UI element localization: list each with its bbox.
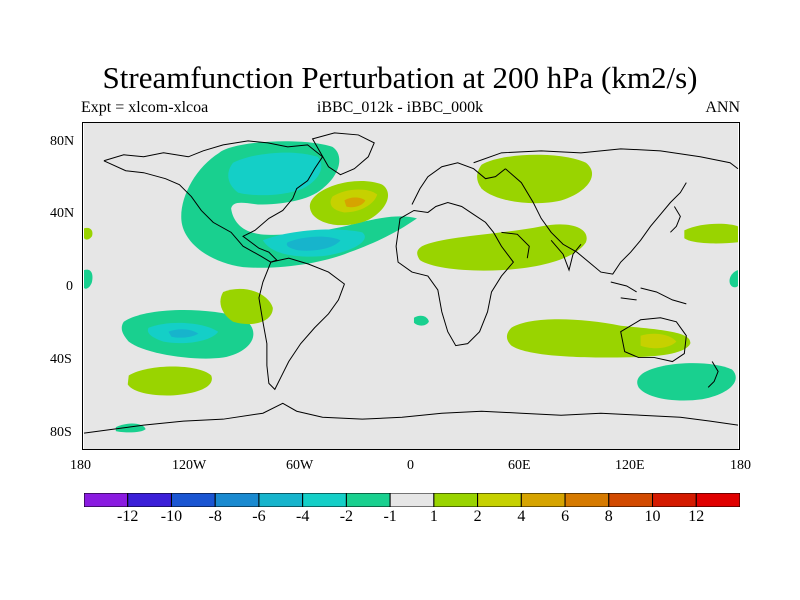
coastline-arabia-india [501,231,582,272]
plot-title: Streamfunction Perturbation at 200 hPa (… [102,60,698,95]
indian-ocean-positive-region [506,319,691,358]
colorbar-tick-label: 8 [604,508,613,525]
lat-label-80s: 80S [50,425,72,440]
eurasia-positive-region [477,154,593,204]
map-background [84,123,738,449]
coastline-new-zealand [707,361,719,388]
colorbar-tick-label: -6 [252,508,266,525]
lon-label-60e: 60E [508,458,531,473]
caribbean-strong-negative [286,236,341,251]
colorbar-tick-label: -4 [295,508,310,525]
colorbar-tick-label: 10 [644,508,661,525]
lat-label-40n: 40N [50,206,75,221]
colorbar-tick-label: 12 [688,508,705,525]
colorbar-tick-label: -12 [117,508,139,525]
coastline-antarctica [83,402,739,434]
colorbar-swatch [389,493,435,507]
colorbar-swatch [520,493,566,507]
coastline-africa-europe [395,201,515,347]
east-edge-negative [729,270,738,288]
colorbar-swatch [170,493,216,507]
coastline-greenland [311,132,375,176]
colorbar-tick-label: 4 [517,508,526,525]
colorbar-tick-label: -8 [208,508,222,525]
colorbar-swatch [302,493,347,507]
colorbar-swatch [127,493,172,507]
colorbar-swatch [345,493,391,507]
lon-label-0: 0 [407,458,414,473]
colorbar-swatch [214,493,260,507]
coastline-maritime-continent [610,281,687,305]
colorbar-swatch [433,493,479,507]
lat-label-eq: 0 [66,279,73,294]
south-pacific-positive-lower [127,366,212,396]
lon-label-60w: 60W [286,458,314,473]
colorbar-swatch [652,493,697,507]
south-atlantic-small-negative [413,315,429,326]
colorbar [84,493,740,507]
coastlines [83,132,739,434]
indian-ocean-mid-positive [640,333,677,349]
colorbar-swatch [258,493,304,507]
colorbar-swatch [477,493,522,507]
west-edge-negative [84,269,93,289]
colorbar-tick-label: 6 [561,508,570,525]
lon-label-120w: 120W [172,458,207,473]
difference-label: iBBC_012k - iBBC_000k [316,99,484,116]
coastline-europe-north [411,162,506,205]
west-edge-positive [84,227,93,240]
lon-label-180w: 180 [70,458,91,473]
coastline-japan [670,206,681,233]
positive-anomaly-regions [84,154,738,396]
coastline-north-america [103,140,324,263]
colorbar-swatch [564,493,610,507]
north-america-mid-negative [228,152,322,196]
south-america-west-positive [220,288,273,325]
atlantic-strong-positive [344,197,366,208]
southern-ocean-negative [637,363,736,401]
colorbar-swatch [608,493,654,507]
coastline-australia [620,317,687,363]
lat-label-80n: 80N [50,134,75,149]
lon-label-180e: 180 [730,458,751,473]
season-label: ANN [705,99,740,116]
lon-label-120e: 120E [615,458,645,473]
west-pacific-positive-region [684,223,738,244]
coastline-south-america [258,257,346,391]
colorbar-tick-label: 1 [429,508,438,525]
south-pacific-strong-negative [168,329,199,338]
colorbar-tick-label: 2 [473,508,482,525]
streamfunction-map [82,122,740,450]
negative-anomaly-regions [84,141,738,433]
colorbar-swatch [695,493,740,507]
colorbar-tick-label: -2 [339,508,354,525]
colorbar-swatch [84,493,129,507]
lat-label-40s: 40S [50,352,72,367]
colorbar-tick-label: -10 [160,508,183,525]
colorbar-tick-label: -1 [383,508,397,525]
experiment-label: Expt = xlcom-xlcoa [81,99,209,116]
coastline-asia [473,148,739,275]
